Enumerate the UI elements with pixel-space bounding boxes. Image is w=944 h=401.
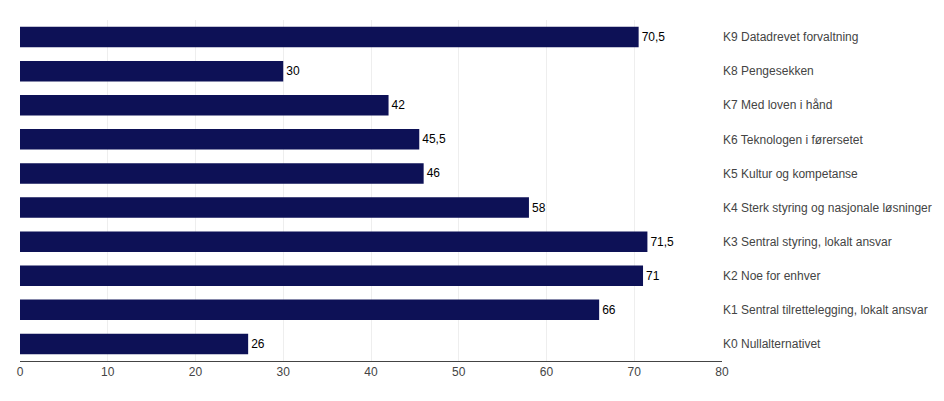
svg-text:K2 Noe for enhver: K2 Noe for enhver (723, 269, 820, 283)
svg-text:K3 Sentral styring, lokalt ans: K3 Sentral styring, lokalt ansvar (723, 235, 892, 249)
svg-text:40: 40 (364, 365, 378, 379)
svg-text:58: 58 (532, 201, 546, 215)
svg-text:71: 71 (646, 269, 660, 283)
svg-text:70: 70 (628, 365, 642, 379)
svg-text:46: 46 (427, 166, 441, 180)
svg-text:20: 20 (189, 365, 203, 379)
svg-text:K1 Sentral tilrettelegging, lo: K1 Sentral tilrettelegging, lokalt ansva… (723, 303, 928, 317)
svg-text:K7 Med loven i hånd: K7 Med loven i hånd (723, 98, 832, 112)
svg-text:K0 Nullalternativet: K0 Nullalternativet (723, 337, 821, 351)
svg-text:K6 Teknologen i førersetet: K6 Teknologen i førersetet (723, 133, 864, 147)
svg-text:45,5: 45,5 (422, 132, 446, 146)
svg-text:70,5: 70,5 (642, 30, 666, 44)
svg-text:K5 Kultur og kompetanse: K5 Kultur og kompetanse (723, 167, 858, 181)
svg-text:0: 0 (17, 365, 24, 379)
svg-text:30: 30 (277, 365, 291, 379)
svg-text:26: 26 (251, 337, 265, 351)
svg-text:66: 66 (602, 303, 616, 317)
svg-text:K9 Datadrevet forvaltning: K9 Datadrevet forvaltning (723, 30, 858, 44)
svg-text:60: 60 (540, 365, 554, 379)
svg-text:80: 80 (715, 365, 729, 379)
svg-text:K8 Pengesekken: K8 Pengesekken (723, 64, 814, 78)
svg-text:30: 30 (286, 64, 300, 78)
svg-text:42: 42 (392, 98, 406, 112)
svg-text:50: 50 (452, 365, 466, 379)
svg-text:71,5: 71,5 (650, 235, 674, 249)
svg-text:K4 Sterk styring og nasjonale: K4 Sterk styring og nasjonale løsninger (723, 201, 932, 215)
svg-text:10: 10 (101, 365, 115, 379)
